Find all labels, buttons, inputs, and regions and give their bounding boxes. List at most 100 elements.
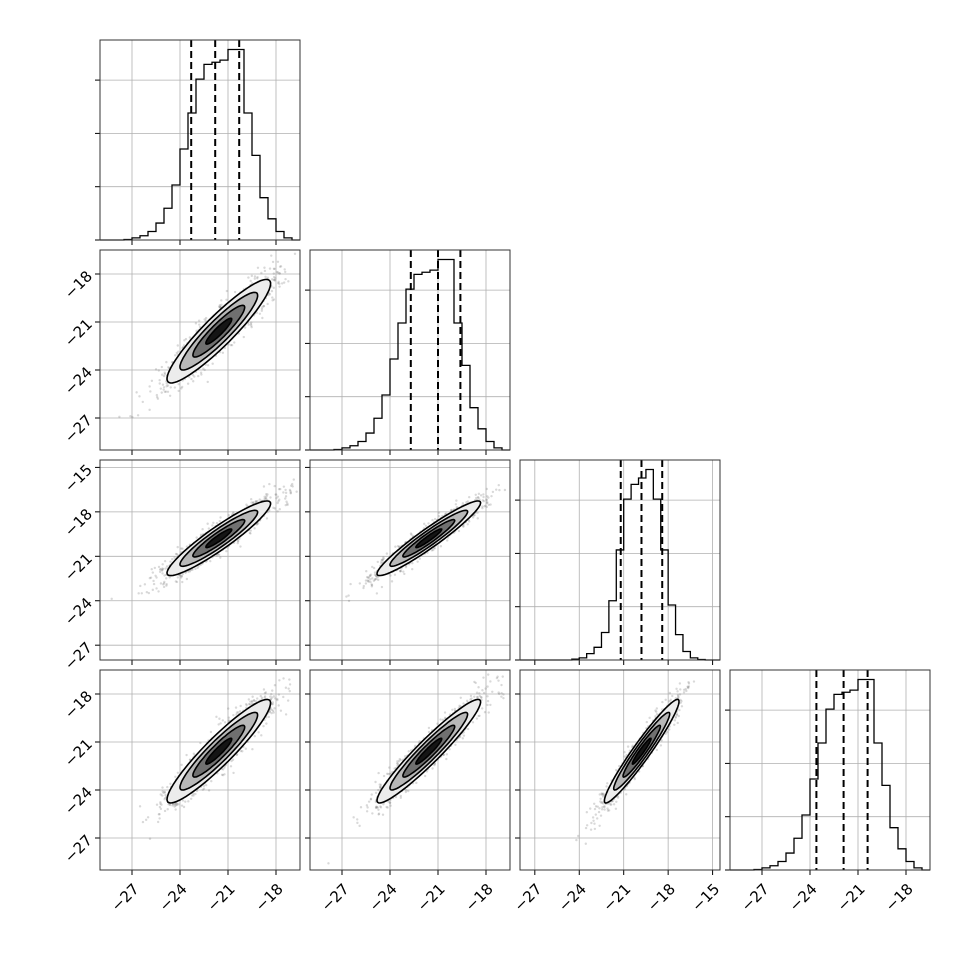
y-tick-label: −18: [61, 267, 96, 302]
sample-point: [280, 282, 284, 285]
sample-point: [422, 522, 426, 526]
sample-point: [221, 351, 225, 354]
y-tick-label: −15: [61, 461, 96, 496]
sample-point: [462, 524, 465, 528]
sample-point: [163, 372, 167, 376]
sample-point: [177, 389, 180, 393]
sample-point: [265, 517, 269, 520]
sample-point: [375, 592, 379, 595]
sample-point: [249, 321, 253, 324]
sample-point: [279, 709, 283, 712]
y-tick-label: −24: [61, 363, 96, 398]
sample-point: [267, 715, 271, 719]
sample-point: [276, 282, 280, 285]
sample-point: [131, 415, 134, 419]
sample-point: [184, 337, 188, 341]
sample-point: [176, 576, 180, 579]
sample-point: [158, 378, 161, 382]
sample-point: [349, 582, 352, 586]
sample-point: [373, 571, 377, 574]
sample-point: [282, 281, 286, 284]
sample-point: [149, 576, 153, 579]
sample-point: [263, 269, 267, 273]
sample-point: [368, 574, 372, 577]
sample-point: [118, 415, 121, 419]
sample-point: [198, 323, 201, 326]
sample-point: [173, 354, 177, 357]
sample-point: [197, 374, 200, 378]
sample-point: [129, 414, 132, 418]
sample-point: [256, 266, 260, 269]
sample-point: [270, 278, 274, 281]
sample-point: [242, 335, 245, 339]
sample-point: [485, 487, 489, 491]
sample-point: [209, 559, 212, 563]
panel-1-1: [305, 249, 511, 455]
sample-point: [165, 385, 168, 388]
sample-point: [446, 539, 449, 542]
sample-point: [365, 576, 369, 579]
sample-point: [110, 597, 113, 601]
sample-point: [225, 549, 228, 553]
sample-point: [243, 326, 247, 329]
sample-point: [157, 565, 161, 569]
sample-point: [390, 580, 394, 583]
sample-point: [150, 568, 153, 571]
y-tick-label: −24: [61, 594, 96, 629]
sample-point: [374, 577, 377, 581]
sample-point: [277, 280, 280, 284]
sample-point: [260, 307, 264, 311]
sample-point: [139, 584, 142, 588]
sample-point: [487, 503, 490, 507]
sample-point: [168, 394, 172, 397]
sample-point: [175, 580, 179, 584]
sample-point: [430, 549, 434, 552]
sample-point: [162, 585, 166, 589]
sample-point: [289, 492, 292, 495]
sample-point: [225, 298, 228, 302]
sample-point: [275, 270, 279, 274]
sample-point: [284, 686, 288, 689]
sample-point: [257, 731, 260, 734]
sample-point: [284, 277, 287, 281]
sample-point: [199, 533, 203, 537]
sample-point: [278, 507, 281, 511]
panel-3-0: −27−24−21−18−27 −24 −21 −18: [61, 669, 301, 915]
sample-point: [151, 588, 155, 592]
panel-2-1: [305, 459, 511, 665]
sample-point: [439, 545, 443, 548]
panel-2-0: −27−24−21−18−15: [61, 459, 301, 674]
sample-point: [256, 277, 259, 280]
sample-point: [169, 560, 172, 563]
sample-point: [277, 704, 280, 707]
sample-point: [180, 763, 183, 767]
sample-point: [284, 488, 287, 492]
sample-point: [180, 387, 183, 390]
sample-point: [367, 580, 370, 583]
sample-point: [181, 580, 184, 584]
sample-point: [220, 299, 223, 302]
sample-point: [476, 511, 479, 514]
sample-point: [283, 268, 286, 271]
sample-point: [160, 373, 164, 376]
sample-point: [427, 522, 430, 525]
sample-point: [251, 748, 254, 751]
sample-point: [260, 309, 264, 312]
sample-point: [177, 382, 180, 386]
sample-point: [377, 578, 380, 582]
sample-point: [272, 272, 276, 275]
sample-point: [150, 379, 154, 383]
sample-point: [461, 502, 465, 505]
sample-point: [253, 277, 257, 280]
sample-point: [365, 569, 368, 573]
sample-point: [155, 587, 158, 590]
sample-point: [373, 573, 377, 577]
sample-point: [410, 533, 413, 536]
sample-point: [403, 572, 406, 576]
sample-point: [236, 541, 239, 545]
sample-point: [347, 599, 351, 603]
sample-point: [162, 386, 166, 389]
sample-point: [293, 252, 297, 255]
sample-point: [271, 296, 274, 299]
